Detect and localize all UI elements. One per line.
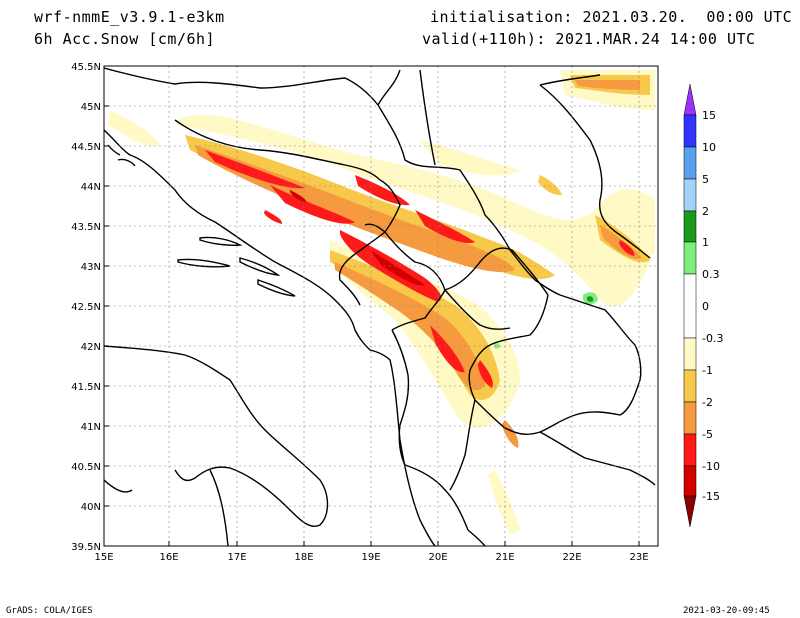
colorbar-swatch xyxy=(683,465,697,497)
colorbar-label: 1 xyxy=(702,236,709,249)
colorbar-swatch xyxy=(683,114,697,148)
lon-label: 17E xyxy=(227,552,246,563)
axis-ticks xyxy=(103,65,640,547)
lat-label: 39.5N xyxy=(71,542,101,553)
colorbar-label: 2 xyxy=(702,205,709,218)
colorbar-label: 0.3 xyxy=(702,268,720,281)
initialisation-time: initialisation: 2021.03.20. 00:00 UTC xyxy=(430,8,793,26)
lat-label: 40N xyxy=(81,502,101,513)
field-title: 6h Acc.Snow [cm/6h] xyxy=(34,30,216,48)
lat-label: 43N xyxy=(81,262,101,273)
colorbar-label: -15 xyxy=(702,490,720,503)
colorbar-top-arrow xyxy=(683,83,697,116)
valid-time: valid(+110h): 2021.MAR.24 14:00 UTC xyxy=(422,30,756,48)
colorbar-swatch xyxy=(683,210,697,243)
lat-label: 44N xyxy=(81,182,101,193)
lat-label: 43.5N xyxy=(71,222,101,233)
lat-label: 42N xyxy=(81,342,101,353)
colorbar-label: 10 xyxy=(702,141,716,154)
colorbar-bottom-arrow xyxy=(683,495,697,528)
colorbar-swatch xyxy=(683,401,697,435)
colorbar-swatch xyxy=(683,337,697,371)
colorbar-label: -2 xyxy=(702,396,713,409)
colorbar-swatch xyxy=(683,178,697,212)
render-timestamp: 2021-03-20-09:45 xyxy=(683,606,770,616)
lat-label: 45N xyxy=(81,102,101,113)
lat-label: 41N xyxy=(81,422,101,433)
colorbar-label: -1 xyxy=(702,364,713,377)
colorbar xyxy=(683,83,697,528)
lat-label: 44.5N xyxy=(71,142,101,153)
grid-lines xyxy=(104,66,658,546)
lat-label: 41.5N xyxy=(71,382,101,393)
model-title: wrf-nmmE_v3.9.1-e3km xyxy=(34,8,225,26)
lat-label: 40.5N xyxy=(71,462,101,473)
colorbar-label: 5 xyxy=(702,173,709,186)
colorbar-swatch xyxy=(683,369,697,403)
lon-label: 18E xyxy=(294,552,313,563)
colorbar-swatch xyxy=(683,433,697,467)
colorbar-label: 0 xyxy=(702,300,709,313)
lon-label: 19E xyxy=(361,552,380,563)
lon-label: 23E xyxy=(629,552,648,563)
colorbar-swatch xyxy=(683,146,697,180)
colorbar-swatch xyxy=(683,241,697,275)
colorbar-label: -10 xyxy=(702,460,720,473)
colorbar-label: -0.3 xyxy=(702,332,723,345)
lon-label: 21E xyxy=(495,552,514,563)
grads-credit: GrADS: COLA/IGES xyxy=(6,606,93,616)
colorbar-label: 15 xyxy=(702,109,716,122)
colorbar-swatch xyxy=(683,273,697,339)
lat-label: 45.5N xyxy=(71,62,101,73)
lat-label: 42.5N xyxy=(71,302,101,313)
lon-label: 15E xyxy=(94,552,113,563)
lon-label: 22E xyxy=(562,552,581,563)
colorbar-label: -5 xyxy=(702,428,713,441)
lon-label: 16E xyxy=(159,552,178,563)
lon-label: 20E xyxy=(428,552,447,563)
